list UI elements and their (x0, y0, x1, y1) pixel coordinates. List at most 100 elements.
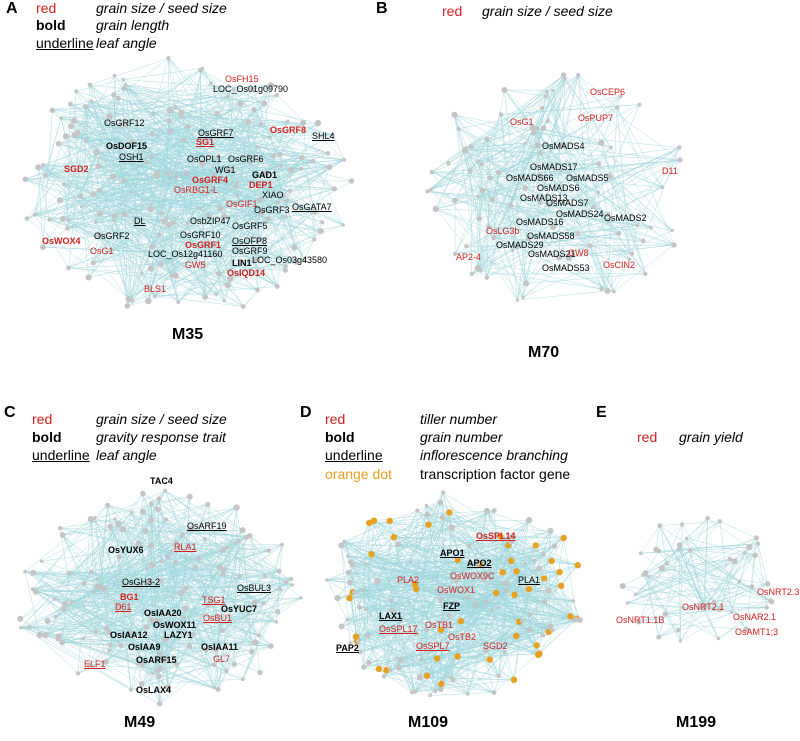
edge (560, 585, 577, 620)
legend-key: bold (32, 429, 62, 445)
gene-node (275, 200, 280, 205)
edge (493, 237, 591, 246)
gene-node (565, 254, 573, 261)
edge (169, 110, 329, 154)
edge (113, 165, 282, 177)
gene-node (148, 517, 155, 524)
edge (142, 493, 266, 577)
edge (61, 117, 330, 168)
gene-node (676, 542, 683, 548)
edge (65, 603, 277, 623)
gene-label: D61 (115, 602, 132, 612)
gene-node (153, 172, 161, 179)
gene-node (657, 523, 663, 529)
gene-label: AP2-4 (456, 252, 482, 262)
gene-label: OsMADS7 (546, 198, 589, 208)
edge (454, 114, 471, 171)
gene-node (326, 164, 333, 170)
edge (546, 91, 615, 292)
legend-desc: gravity response trait (96, 429, 226, 445)
legend-key: red (36, 0, 57, 16)
gene-node (47, 217, 52, 222)
edge (642, 147, 680, 241)
edge (608, 220, 644, 242)
gene-node (268, 643, 274, 649)
edge (261, 173, 267, 213)
edge (164, 490, 223, 631)
gene-node (205, 184, 209, 189)
edge (577, 74, 663, 188)
edge (609, 176, 646, 274)
edge (96, 578, 186, 609)
gene-node (121, 85, 127, 91)
gene-node (163, 488, 168, 493)
edge (63, 551, 172, 610)
edge (63, 183, 156, 297)
edge (44, 118, 62, 176)
edge (37, 167, 44, 248)
edge (142, 580, 161, 665)
gene-node (44, 618, 51, 624)
edge (248, 121, 250, 157)
gene-node (756, 541, 761, 546)
edge (525, 163, 599, 284)
gene-node (173, 105, 178, 110)
edge (207, 200, 288, 216)
gene-node (606, 173, 613, 180)
edge (242, 530, 253, 652)
edge (431, 127, 544, 173)
gene-node (36, 632, 43, 638)
gene-node (538, 150, 543, 156)
edge (488, 128, 544, 227)
edge (216, 113, 321, 232)
edge (420, 524, 429, 660)
gene-node (677, 157, 683, 163)
edge (658, 630, 679, 638)
edge (55, 542, 177, 617)
edge (125, 124, 140, 154)
edge (68, 162, 147, 221)
edge (150, 558, 199, 582)
legend-c-red: red grain size / seed size (32, 411, 227, 427)
gene-node (619, 583, 626, 589)
gene-node (71, 131, 78, 138)
edge (182, 534, 259, 636)
edge (138, 542, 236, 544)
gene-label: OsYUX6 (108, 545, 144, 555)
edge (42, 164, 149, 302)
gene-label: DL (134, 216, 146, 226)
edge (397, 544, 578, 566)
edge (168, 58, 225, 301)
edge (96, 151, 314, 162)
edge (165, 490, 280, 572)
edge (427, 191, 478, 197)
edge (61, 94, 277, 119)
edge (464, 150, 608, 292)
gene-label: OsMADS66 (506, 173, 554, 183)
gene-node (124, 83, 128, 87)
edge (537, 145, 602, 290)
edge (389, 502, 441, 522)
edge (160, 216, 286, 265)
edge (99, 190, 269, 220)
gene-node (85, 274, 92, 281)
edge (187, 156, 219, 224)
gene-node (88, 569, 94, 575)
gene-node (501, 87, 508, 93)
edge (118, 98, 262, 125)
gene-node (89, 99, 93, 103)
edge (442, 516, 544, 555)
gene-node (240, 677, 245, 682)
gene-label: OsGRF7 (198, 128, 234, 138)
gene-node (147, 205, 154, 213)
gene-node (125, 296, 132, 302)
edge (537, 128, 608, 291)
edge (154, 146, 259, 297)
edge (45, 133, 153, 176)
edge (159, 597, 302, 705)
gene-node (147, 265, 155, 272)
gene-node (235, 194, 240, 198)
edge (242, 578, 292, 680)
gene-node (241, 304, 246, 309)
